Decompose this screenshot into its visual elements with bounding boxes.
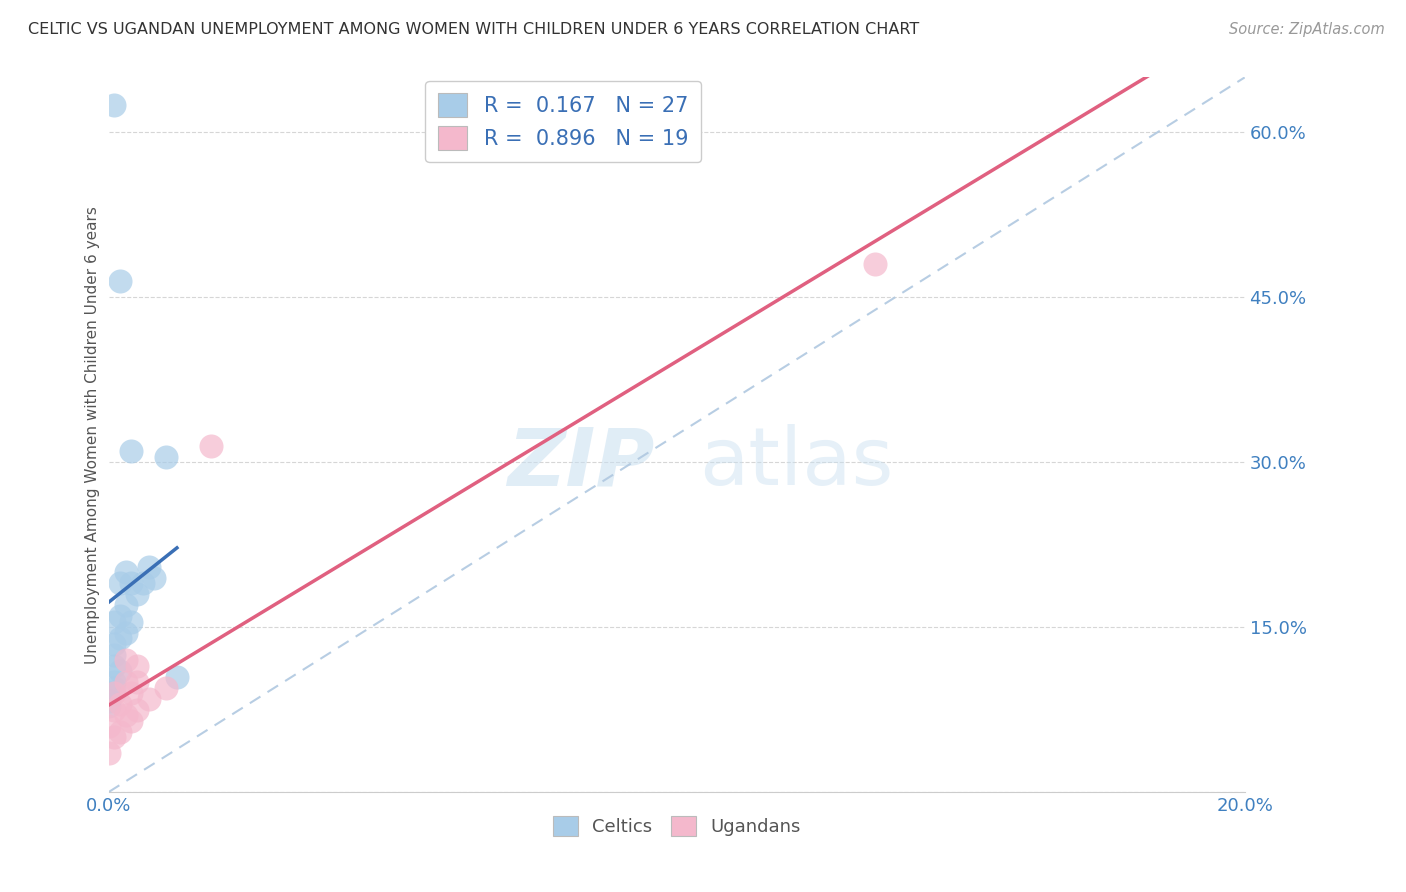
Point — [108, 576, 131, 591]
Point — [121, 444, 143, 458]
Point — [103, 658, 125, 673]
Point — [127, 587, 149, 601]
Point — [155, 450, 177, 464]
Point — [114, 653, 136, 667]
Point — [103, 648, 125, 662]
Point — [114, 598, 136, 612]
Point — [143, 571, 166, 585]
Point — [127, 675, 149, 690]
Point — [103, 686, 125, 700]
Point — [103, 675, 125, 690]
Point — [108, 697, 131, 711]
Y-axis label: Unemployment Among Women with Children Under 6 years: Unemployment Among Women with Children U… — [86, 206, 100, 664]
Point — [166, 669, 188, 683]
Point — [103, 730, 125, 744]
Text: ZIP: ZIP — [506, 425, 654, 502]
Point — [155, 681, 177, 695]
Point — [97, 694, 120, 708]
Point — [114, 565, 136, 579]
Point — [200, 439, 222, 453]
Text: CELTIC VS UGANDAN UNEMPLOYMENT AMONG WOMEN WITH CHILDREN UNDER 6 YEARS CORRELATI: CELTIC VS UGANDAN UNEMPLOYMENT AMONG WOM… — [28, 22, 920, 37]
Point — [97, 699, 120, 714]
Point — [103, 98, 125, 112]
Point — [114, 675, 136, 690]
Point — [103, 615, 125, 629]
Point — [121, 686, 143, 700]
Point — [108, 724, 131, 739]
Point — [865, 257, 887, 271]
Point — [138, 559, 160, 574]
Point — [108, 274, 131, 288]
Point — [103, 702, 125, 716]
Point — [97, 719, 120, 733]
Point — [103, 636, 125, 650]
Point — [108, 609, 131, 624]
Point — [114, 625, 136, 640]
Point — [108, 664, 131, 678]
Point — [121, 615, 143, 629]
Point — [103, 681, 125, 695]
Point — [97, 747, 120, 761]
Legend: Celtics, Ugandans: Celtics, Ugandans — [546, 808, 808, 844]
Point — [121, 576, 143, 591]
Point — [132, 576, 155, 591]
Point — [127, 658, 149, 673]
Point — [114, 708, 136, 723]
Point — [97, 686, 120, 700]
Point — [138, 691, 160, 706]
Point — [108, 631, 131, 645]
Point — [127, 702, 149, 716]
Text: Source: ZipAtlas.com: Source: ZipAtlas.com — [1229, 22, 1385, 37]
Point — [121, 714, 143, 728]
Text: atlas: atlas — [699, 425, 894, 502]
